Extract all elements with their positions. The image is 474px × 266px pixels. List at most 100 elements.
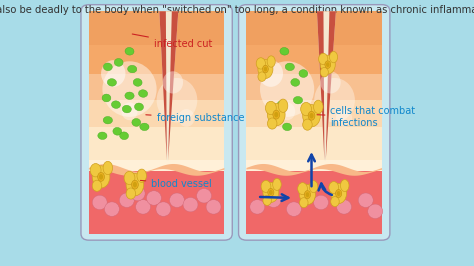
Ellipse shape [293, 97, 302, 104]
Ellipse shape [313, 100, 323, 114]
Ellipse shape [331, 197, 339, 206]
Ellipse shape [128, 65, 137, 73]
Ellipse shape [135, 103, 144, 111]
Ellipse shape [99, 174, 103, 180]
Ellipse shape [136, 200, 151, 214]
Ellipse shape [132, 180, 138, 189]
Ellipse shape [301, 102, 311, 116]
Ellipse shape [303, 119, 312, 130]
Ellipse shape [183, 197, 198, 212]
Ellipse shape [111, 101, 120, 109]
Polygon shape [159, 11, 178, 160]
Ellipse shape [313, 195, 328, 210]
Ellipse shape [326, 62, 329, 67]
Ellipse shape [304, 191, 310, 199]
Ellipse shape [101, 60, 126, 87]
Ellipse shape [266, 193, 281, 207]
Ellipse shape [299, 70, 308, 77]
FancyBboxPatch shape [81, 5, 232, 240]
FancyBboxPatch shape [238, 5, 390, 240]
Ellipse shape [280, 47, 289, 55]
Ellipse shape [90, 164, 101, 177]
Ellipse shape [92, 195, 107, 210]
Ellipse shape [319, 53, 328, 65]
Ellipse shape [310, 113, 313, 119]
Ellipse shape [126, 188, 136, 199]
Ellipse shape [133, 182, 137, 188]
Ellipse shape [206, 200, 221, 214]
Ellipse shape [170, 193, 184, 207]
Ellipse shape [137, 169, 146, 182]
Ellipse shape [263, 196, 272, 205]
Ellipse shape [260, 61, 314, 117]
Ellipse shape [92, 180, 102, 191]
Ellipse shape [102, 61, 156, 117]
Ellipse shape [285, 63, 294, 70]
Ellipse shape [300, 185, 315, 205]
FancyBboxPatch shape [89, 45, 224, 73]
Ellipse shape [277, 101, 286, 109]
Polygon shape [168, 11, 178, 160]
Ellipse shape [259, 60, 283, 87]
Ellipse shape [320, 71, 341, 94]
Ellipse shape [98, 132, 107, 139]
Ellipse shape [178, 109, 194, 127]
Ellipse shape [274, 112, 278, 117]
Ellipse shape [146, 191, 161, 205]
FancyBboxPatch shape [246, 45, 382, 73]
Ellipse shape [258, 60, 273, 78]
Ellipse shape [125, 47, 134, 55]
FancyBboxPatch shape [89, 73, 224, 100]
FancyBboxPatch shape [246, 11, 382, 45]
Ellipse shape [261, 180, 271, 192]
Ellipse shape [156, 78, 197, 122]
Ellipse shape [306, 192, 309, 197]
Polygon shape [89, 164, 224, 176]
Ellipse shape [337, 191, 340, 196]
Ellipse shape [314, 78, 355, 122]
Ellipse shape [286, 202, 301, 216]
Ellipse shape [258, 72, 266, 81]
Ellipse shape [358, 193, 373, 207]
FancyBboxPatch shape [89, 127, 224, 160]
Ellipse shape [197, 189, 211, 203]
Ellipse shape [278, 99, 288, 113]
Ellipse shape [250, 200, 265, 214]
Ellipse shape [337, 200, 352, 214]
FancyBboxPatch shape [246, 171, 382, 234]
Polygon shape [326, 11, 336, 160]
Ellipse shape [156, 202, 171, 216]
FancyBboxPatch shape [89, 160, 224, 171]
Ellipse shape [102, 94, 111, 102]
Ellipse shape [273, 178, 281, 190]
Ellipse shape [114, 59, 123, 66]
Polygon shape [246, 164, 382, 176]
Ellipse shape [273, 110, 280, 119]
Text: can also be deadly to the body when "switched on" too long, a condition known as: can also be deadly to the body when "swi… [0, 5, 474, 15]
Ellipse shape [308, 111, 315, 120]
Ellipse shape [291, 78, 300, 86]
Ellipse shape [263, 182, 279, 202]
Polygon shape [317, 11, 324, 160]
Ellipse shape [132, 119, 141, 126]
FancyBboxPatch shape [246, 127, 382, 160]
Ellipse shape [107, 79, 117, 86]
Ellipse shape [336, 109, 352, 127]
Ellipse shape [119, 132, 128, 140]
Ellipse shape [121, 102, 137, 120]
Ellipse shape [267, 56, 275, 67]
Ellipse shape [320, 68, 328, 77]
Ellipse shape [125, 92, 134, 99]
Ellipse shape [267, 118, 277, 129]
Ellipse shape [368, 204, 383, 219]
Text: infected cut: infected cut [132, 34, 212, 48]
Ellipse shape [119, 193, 134, 207]
Ellipse shape [113, 127, 122, 135]
Text: foreign substance: foreign substance [146, 113, 244, 123]
FancyBboxPatch shape [89, 100, 224, 127]
Ellipse shape [329, 51, 337, 63]
Ellipse shape [126, 173, 144, 196]
Ellipse shape [279, 102, 295, 120]
Ellipse shape [329, 181, 338, 194]
Ellipse shape [103, 117, 112, 124]
